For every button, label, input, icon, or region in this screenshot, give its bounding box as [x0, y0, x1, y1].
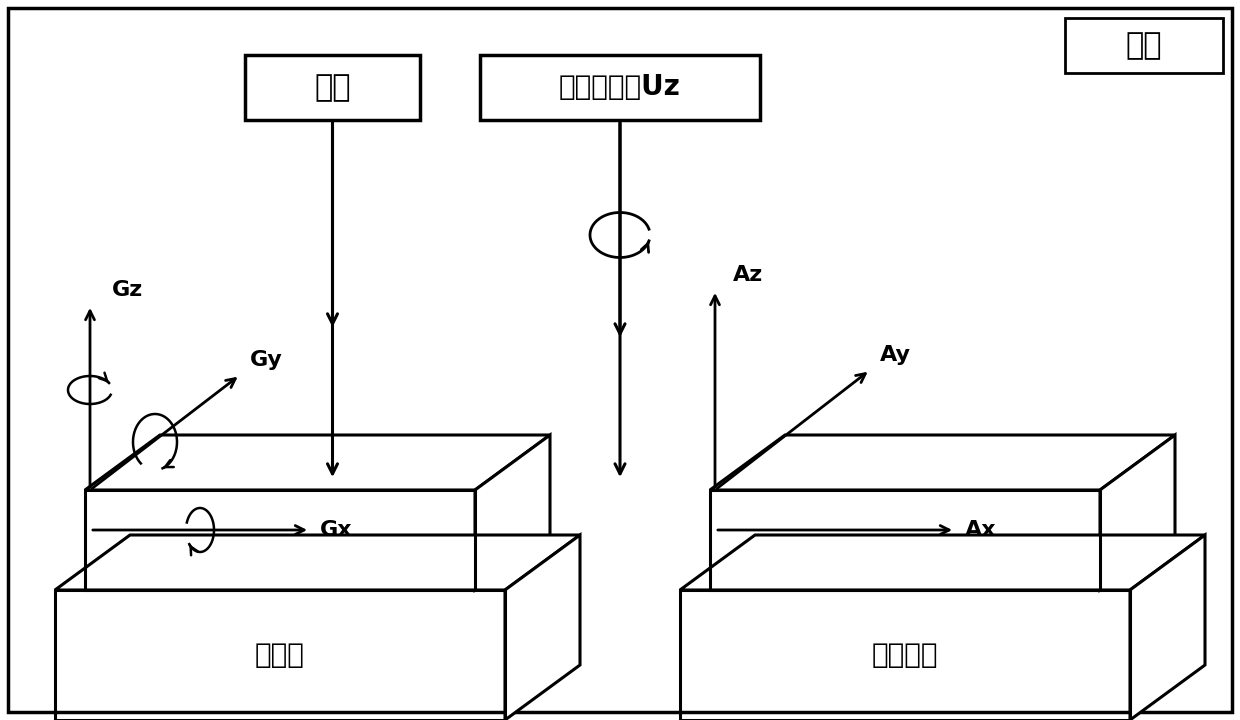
Text: Gz: Gz [112, 280, 144, 300]
Text: 陀螺仪: 陀螺仪 [255, 641, 305, 669]
Polygon shape [55, 535, 580, 590]
Text: 旋转控制量Uz: 旋转控制量Uz [559, 73, 681, 102]
Polygon shape [1130, 535, 1205, 720]
Polygon shape [711, 435, 1176, 490]
Polygon shape [86, 435, 551, 490]
Polygon shape [475, 435, 551, 590]
Text: Gy: Gy [250, 350, 283, 370]
Polygon shape [680, 535, 1205, 590]
Text: Ay: Ay [880, 345, 911, 365]
Polygon shape [1100, 435, 1176, 590]
Bar [1065, 18, 1223, 73]
Text: Az: Az [733, 265, 764, 285]
Text: 系统: 系统 [1126, 31, 1162, 60]
Bar [246, 55, 420, 120]
Polygon shape [505, 535, 580, 720]
Text: 重力: 重力 [314, 73, 351, 102]
Bar [480, 55, 760, 120]
Text: Gx: Gx [320, 520, 352, 540]
Text: Ax: Ax [965, 520, 997, 540]
Text: 加速度计: 加速度计 [872, 641, 939, 669]
